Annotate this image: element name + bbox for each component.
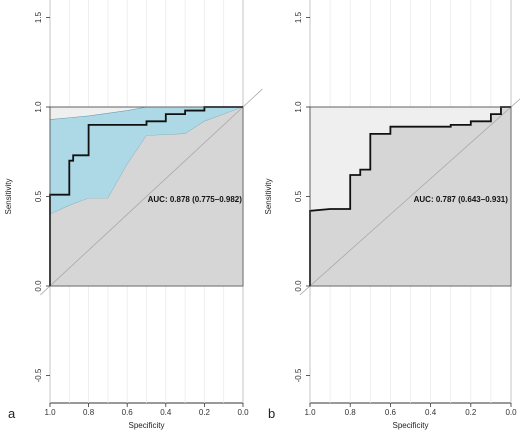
x-tick-label: 0.4 xyxy=(425,408,437,417)
y-axis-title: Sensitivity xyxy=(4,178,13,214)
x-tick-label: 0.6 xyxy=(122,408,134,417)
y-tick-label: -0.5 xyxy=(294,368,303,382)
y-tick-label: 0.5 xyxy=(294,190,303,202)
x-tick-label: 0.8 xyxy=(83,408,95,417)
y-axis-title: Sensitivity xyxy=(264,178,273,214)
chance-diagonal xyxy=(299,98,520,296)
y-tick-label: 0.0 xyxy=(294,280,303,292)
y-tick-label: 0.0 xyxy=(34,280,43,292)
x-tick-label: 0.6 xyxy=(385,408,397,417)
auc-annotation: AUC: 0.787 (0.643–0.931) xyxy=(414,195,509,204)
roc-panel-b: -0.5 0.0 0.5 1.0 1.5 1.0 0.8 0.6 0.4 0.2 0.0 Specif… xyxy=(264,0,520,430)
roc-panel-a: -0.5 0.0 0.5 1.0 1.5 1.0 0.8 0.6 0.4 0.2 0.0 Specif… xyxy=(4,0,263,430)
y-tick-label: 1.0 xyxy=(294,101,303,113)
x-axis-title: Specificity xyxy=(392,421,428,430)
y-tick-label: 1.5 xyxy=(34,11,43,23)
x-tick-label: 0.2 xyxy=(199,408,211,417)
x-tick-label: 0.2 xyxy=(465,408,477,417)
x-tick-label: 1.0 xyxy=(44,408,56,417)
x-tick-label: 0.8 xyxy=(345,408,357,417)
chance-diagonal xyxy=(40,88,263,296)
x-axis-title: Specificity xyxy=(128,421,164,430)
y-tick-label: 1.5 xyxy=(294,11,303,23)
y-tick-label: 0.5 xyxy=(34,190,43,202)
y-tick-label: -0.5 xyxy=(34,368,43,382)
panel-letter: a xyxy=(8,406,16,421)
x-tick-label: 0.4 xyxy=(160,408,172,417)
y-tick-label: 1.0 xyxy=(34,101,43,113)
auc-annotation: AUC: 0.878 (0.775–0.982) xyxy=(148,195,243,204)
x-tick-label: 0.0 xyxy=(237,408,249,417)
panel-letter: b xyxy=(268,406,275,421)
x-tick-label: 0.0 xyxy=(505,408,517,417)
ci-band xyxy=(49,106,244,215)
x-tick-label: 1.0 xyxy=(304,408,316,417)
roc-curve xyxy=(49,106,243,286)
roc-curve xyxy=(309,106,511,286)
